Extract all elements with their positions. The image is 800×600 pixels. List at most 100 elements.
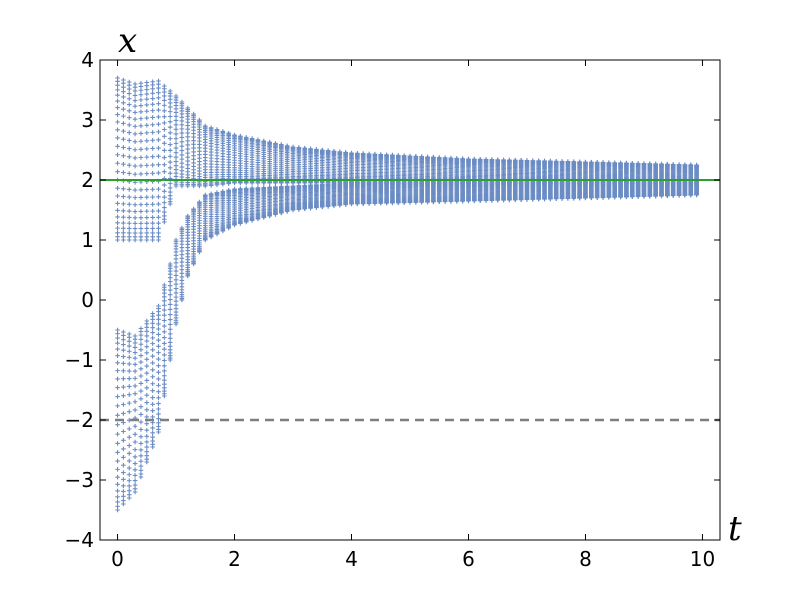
data-point — [138, 359, 144, 365]
data-point — [121, 376, 126, 382]
data-point — [162, 148, 167, 153]
data-point — [156, 78, 161, 84]
data-point — [150, 187, 155, 192]
data-point — [121, 106, 126, 112]
data-point — [126, 465, 132, 471]
data-point — [156, 208, 161, 214]
data-point — [126, 409, 132, 414]
data-point — [138, 234, 144, 240]
data-point — [162, 114, 167, 119]
data-point — [126, 108, 132, 114]
data-point — [173, 114, 179, 119]
data-point — [162, 200, 167, 205]
data-point — [144, 87, 150, 92]
data-point — [167, 171, 173, 176]
data-point — [156, 411, 161, 417]
data-point — [179, 225, 185, 231]
data-point — [156, 389, 161, 394]
data-point — [156, 170, 161, 176]
data-point — [144, 154, 150, 160]
data-point — [156, 186, 161, 192]
data-point — [249, 185, 255, 191]
data-point — [126, 368, 132, 374]
data-point — [144, 444, 150, 450]
data-point — [156, 90, 161, 95]
data-point — [173, 150, 179, 155]
data-point — [115, 335, 120, 341]
data-point — [138, 381, 144, 386]
data-point — [220, 129, 226, 134]
data-point — [162, 93, 167, 99]
data-point — [115, 201, 120, 206]
data-point — [167, 331, 173, 337]
data-point — [132, 230, 138, 236]
data-point — [138, 447, 144, 453]
data-point — [144, 333, 150, 339]
data-point — [126, 343, 132, 349]
data-point — [138, 366, 144, 372]
data-point — [132, 350, 138, 355]
data-point — [214, 127, 220, 132]
data-point — [121, 429, 126, 434]
data-point — [115, 112, 120, 117]
data-point — [144, 115, 150, 121]
data-point — [150, 146, 155, 151]
data-point — [144, 363, 150, 369]
data-point — [156, 350, 161, 355]
data-point — [144, 96, 150, 102]
data-point — [138, 458, 144, 464]
data-point — [115, 230, 120, 236]
data-point — [144, 230, 150, 236]
data-point — [156, 194, 161, 200]
data-point — [126, 483, 132, 489]
data-point — [138, 97, 144, 103]
data-point — [138, 138, 144, 144]
data-point — [167, 154, 173, 159]
data-point — [121, 170, 126, 175]
data-point — [150, 96, 155, 101]
data-point — [144, 102, 150, 108]
data-point — [150, 138, 155, 143]
data-point — [167, 185, 173, 191]
data-point — [126, 451, 132, 456]
data-point — [144, 234, 150, 240]
data-point — [121, 494, 126, 499]
data-point — [126, 355, 132, 360]
data-point — [173, 237, 179, 243]
data-point — [126, 130, 132, 135]
data-point — [162, 108, 167, 114]
data-point — [179, 130, 185, 136]
data-point — [132, 383, 138, 389]
data-point — [132, 454, 138, 460]
data-point — [167, 292, 173, 298]
data-point — [132, 202, 138, 208]
data-point — [144, 421, 150, 426]
data-point — [144, 108, 150, 114]
data-point — [150, 341, 155, 346]
data-point — [121, 361, 126, 366]
data-point — [150, 208, 155, 214]
data-point — [138, 326, 144, 331]
data-point — [126, 361, 132, 367]
data-point — [115, 143, 120, 149]
data-point — [150, 401, 155, 407]
data-point — [132, 467, 138, 473]
data-point — [144, 91, 150, 97]
data-point — [126, 376, 132, 381]
data-point — [132, 399, 138, 405]
data-point — [179, 156, 185, 162]
data-point — [144, 208, 150, 214]
data-point — [115, 75, 120, 81]
data-point — [150, 115, 155, 120]
data-point — [144, 163, 150, 168]
data-point — [255, 185, 261, 191]
data-point — [144, 370, 150, 376]
data-point — [179, 139, 185, 145]
data-point — [138, 195, 144, 200]
data-point — [167, 336, 173, 341]
data-point — [132, 187, 138, 193]
data-point — [144, 453, 150, 459]
data-point — [156, 220, 161, 226]
data-point — [167, 189, 173, 195]
